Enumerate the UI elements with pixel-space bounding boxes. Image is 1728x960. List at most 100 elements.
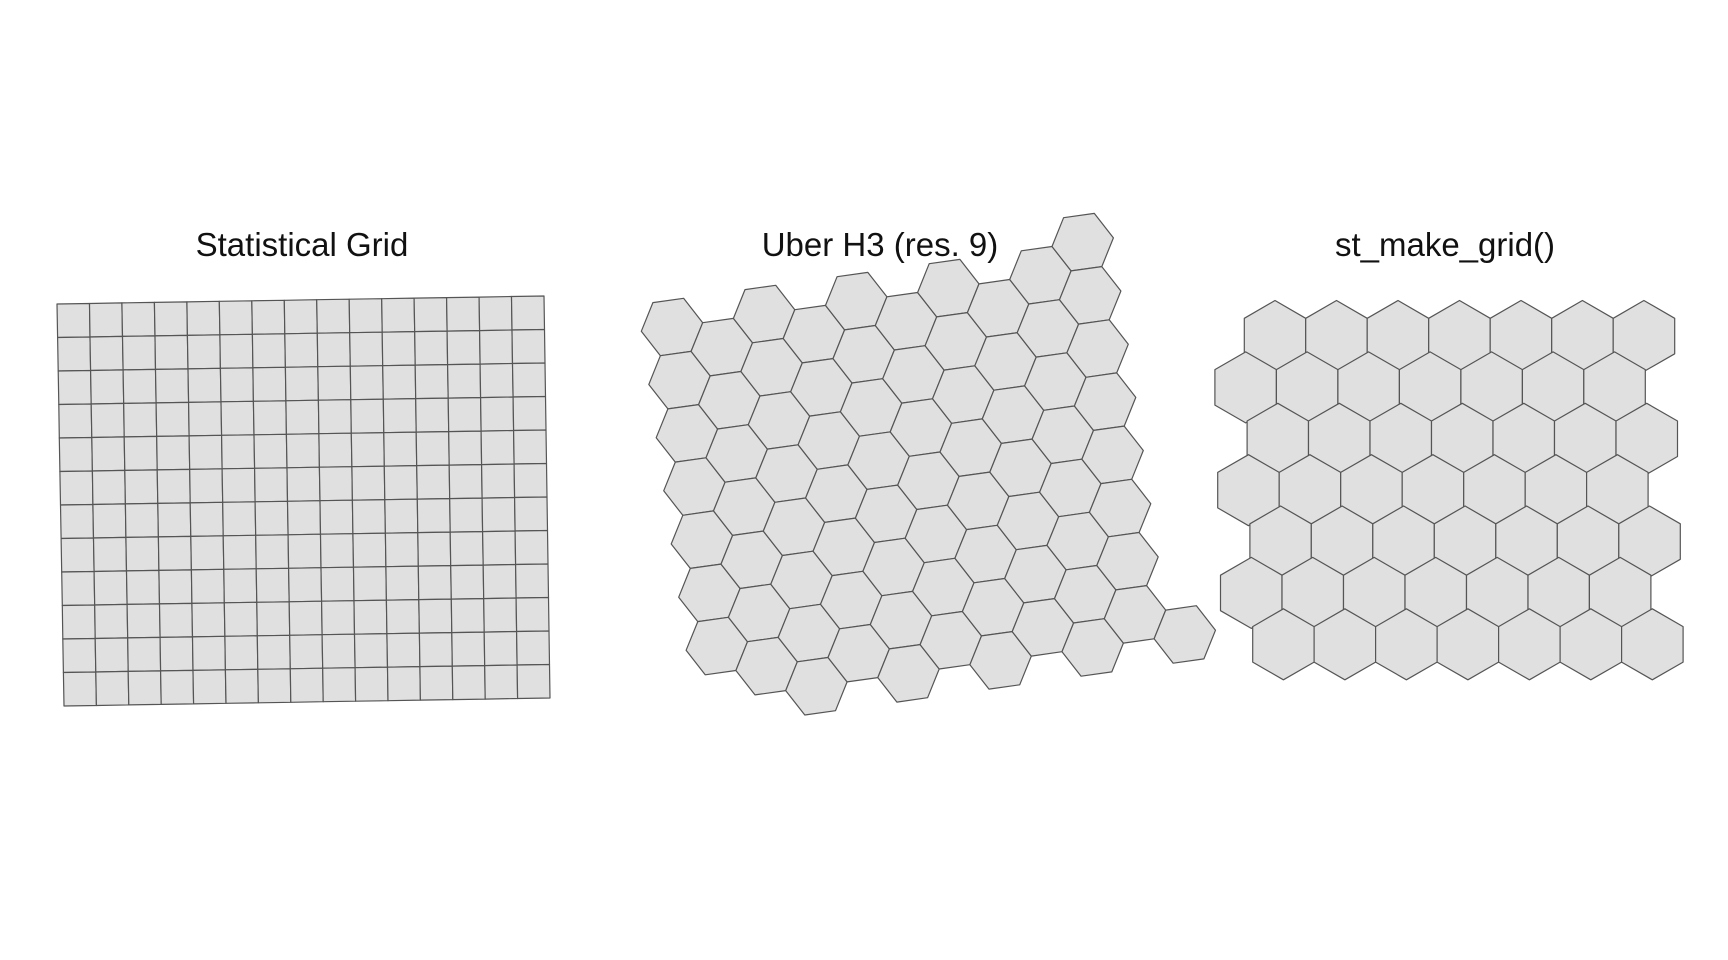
grid-cell [447,363,482,399]
grid-cell [218,300,253,336]
grid-cell [158,602,194,639]
grid-cell [191,602,226,638]
grid-cell [91,436,126,472]
grid-cell [61,604,96,640]
grid-cell [88,302,124,338]
grid-cell [254,467,289,503]
grid-cell [318,432,353,468]
grid-cell [288,600,323,636]
grid-cell [59,470,94,506]
grid-cell [319,533,355,569]
grid-cell [253,433,288,469]
grid-cell [89,335,124,372]
grid-cell [154,368,190,404]
grid-cell [446,296,481,332]
uber-h3-hex-grid [640,212,1217,716]
grid-cell [351,499,386,535]
grid-cell [285,399,320,435]
grid-cell [189,468,224,504]
grid-cell [90,402,125,439]
grid-cell [353,599,388,635]
grid-cell [186,300,221,336]
grid-cell [322,667,357,703]
grid-cell [283,299,318,335]
grid-cell [257,668,292,704]
grid-cell [157,535,192,572]
grid-cell [348,298,383,334]
grid-cell [155,401,190,437]
grid-cell [321,600,356,636]
grid-cell [350,398,385,434]
grid-cell [92,536,128,573]
grid-cell [285,433,320,469]
grid-cell [289,634,324,670]
grid-cell [383,431,418,467]
grid-cell [416,464,451,500]
panel-title-statistical-grid: Statistical Grid [195,226,409,263]
grid-cell [353,633,389,669]
grid-cell [124,469,159,505]
grid-cell [449,530,484,567]
grid-cell [61,570,96,607]
grid-cell [386,665,421,702]
st-hex-cell [1620,608,1684,681]
grid-cell [252,366,287,402]
grid-cell [186,334,221,370]
grid-cell [124,502,159,539]
grid-cell [515,596,550,633]
grid-cell [350,432,385,468]
st-make-grid-hex-grid [1214,299,1684,681]
grid-cell [221,467,256,503]
grid-cell [511,362,547,398]
grid-cell [352,566,387,602]
grid-cell [385,565,420,601]
grid-cell [190,535,225,571]
grid-cell [480,429,515,466]
grid-cell [121,335,157,371]
grid-cell [219,367,254,403]
grid-cell [286,466,321,502]
grid-cell [414,364,449,400]
grid-cell [449,497,484,533]
grid-cell [316,298,351,334]
grid-cell [381,331,416,367]
grid-cell [383,465,418,501]
grid-cell [316,332,351,368]
grid-cell [122,368,157,404]
grid-cell [451,664,486,701]
grid-cell [156,435,191,471]
grid-cell [418,631,453,668]
grid-cell [354,666,389,702]
grid-cell [256,634,291,670]
grid-cell [483,597,518,633]
grid-cell [220,400,255,436]
grid-cell [511,328,546,365]
grid-cell [482,563,517,600]
h3-hex-cell [1153,605,1217,664]
grid-cell [349,331,384,367]
grid-cell [224,635,259,671]
grid-cell [415,431,450,467]
grid-cell [57,369,92,406]
statistical-grid [56,295,551,707]
grid-cell [512,395,547,432]
grid-cell [190,568,225,605]
grid-cell [191,635,226,672]
grid-cell [127,636,162,673]
grid-cell [516,663,551,700]
grid-cell [419,665,454,701]
grid-cell [223,601,258,637]
grid-cell [382,364,417,400]
grid-cell [287,533,322,569]
grid-cell [156,468,191,504]
grid-cell [94,603,129,640]
grid-cell [62,637,97,674]
grid-cell [60,537,95,573]
grid-cell [219,333,254,369]
grid-cell [483,630,518,667]
grid-cell [450,597,485,634]
grid-cell [125,536,160,572]
grid-cell [450,564,485,600]
grid-cell [125,569,161,606]
grid-cell [284,332,319,368]
